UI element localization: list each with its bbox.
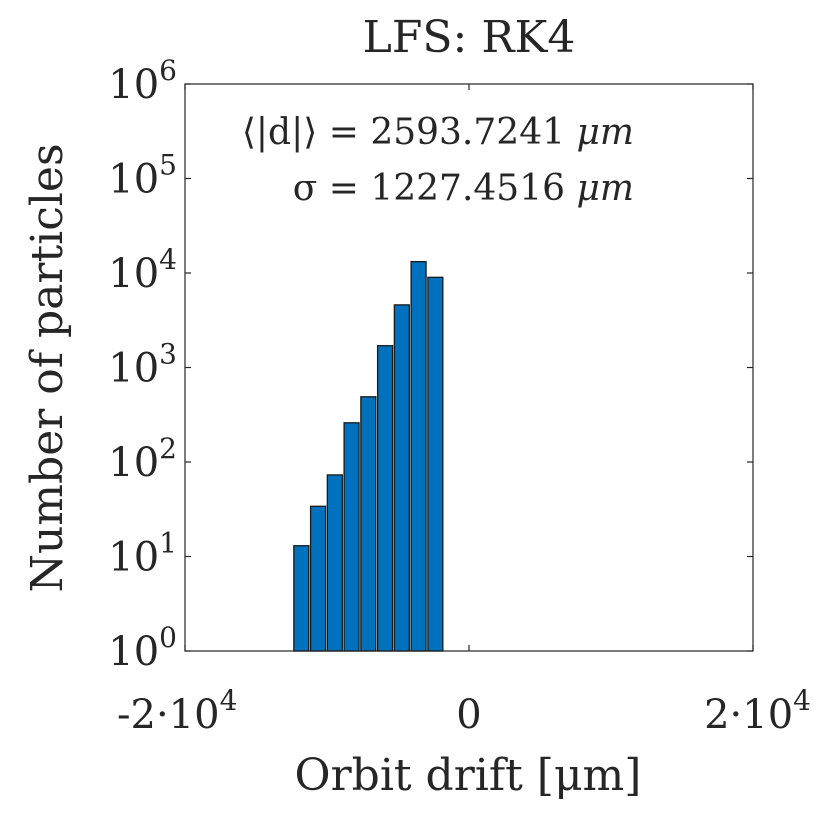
y-axis-title: Number of particles [22, 143, 73, 592]
y-tick-label: 102 [108, 432, 177, 486]
x-tick-label: -2·104 [117, 684, 237, 738]
y-tick-label: 101 [108, 527, 177, 581]
histogram-bar [326, 474, 343, 652]
mean-drift-annotation: ⟨|d|⟩ = 2593.7241 μm [242, 112, 634, 153]
y-tick-label: 105 [108, 149, 177, 203]
histogram-bar [393, 304, 410, 652]
y-tick-label: 106 [108, 54, 177, 108]
histogram-bar [293, 545, 310, 652]
histogram-bar [410, 260, 427, 652]
y-tick-label: 100 [108, 621, 177, 675]
x-axis-ticks: -2·104 0 2·104 [117, 84, 811, 738]
plot-area [184, 83, 754, 652]
x-tick-label: 0 [456, 692, 481, 738]
chart-title: LFS: RK4 [363, 12, 576, 63]
histogram-bar [427, 276, 444, 652]
histogram-bars [293, 260, 444, 652]
histogram-bar [360, 396, 377, 652]
x-tick-label: 2·104 [704, 684, 811, 738]
histogram-bar [309, 505, 327, 652]
sigma-drift-annotation: σ = 1227.4516 μm [293, 168, 634, 209]
y-tick-label: 103 [108, 338, 177, 392]
histogram-bar [376, 345, 394, 652]
histogram-bar [343, 422, 360, 652]
y-tick-label: 104 [108, 243, 177, 297]
x-axis-title: Orbit drift [μm] [295, 750, 642, 801]
y-axis-ticks: 100 101 102 103 104 105 106 [108, 54, 753, 675]
